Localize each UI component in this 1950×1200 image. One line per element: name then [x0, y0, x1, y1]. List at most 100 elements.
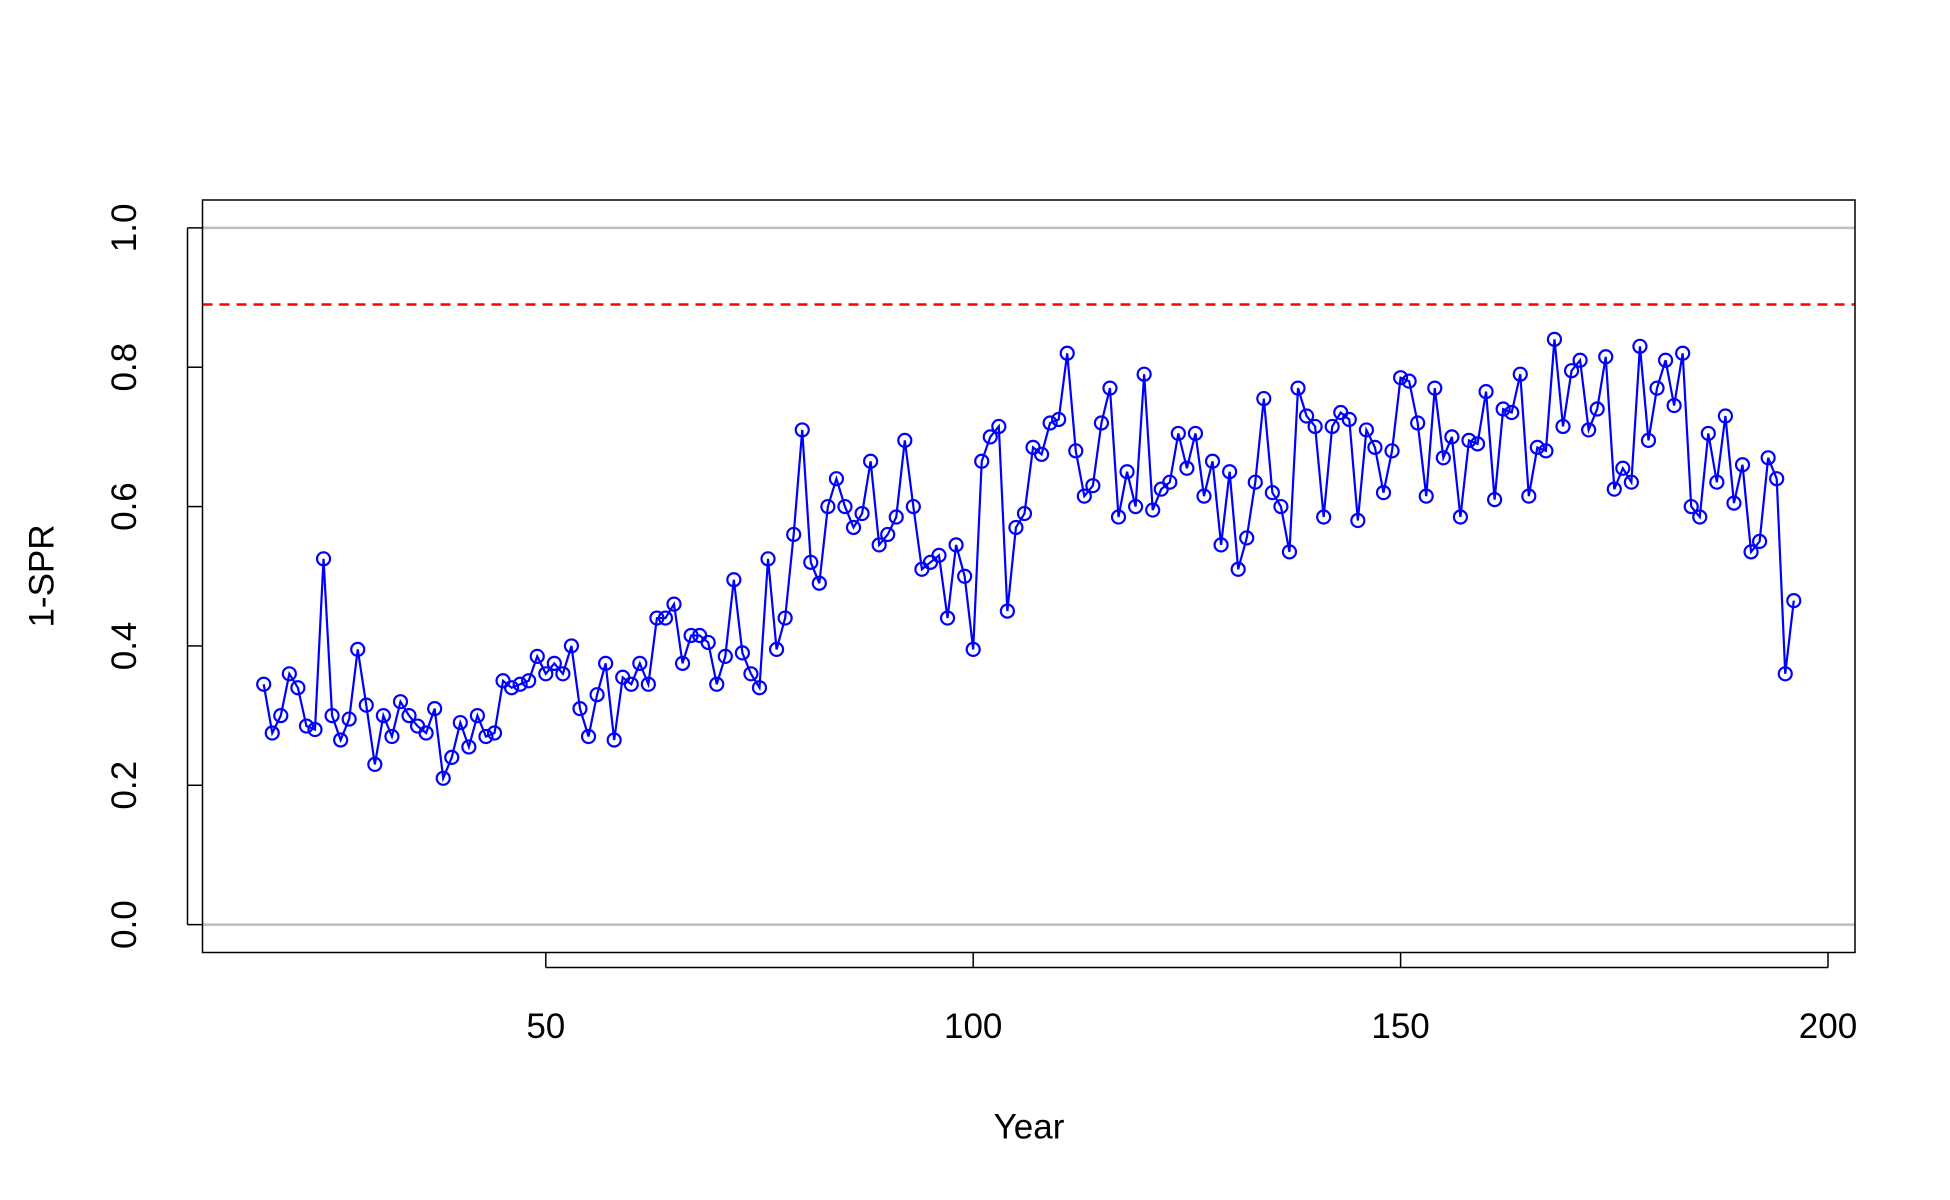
data-point: [854, 505, 870, 522]
data-point: [589, 687, 605, 703]
data-point: [1367, 439, 1383, 455]
data-point: [358, 697, 374, 713]
data-point: [1076, 488, 1092, 504]
data-point: [1110, 509, 1127, 525]
data-point: [1615, 460, 1631, 476]
data-point: [529, 648, 545, 664]
data-point: [341, 711, 357, 727]
data-point: [1350, 512, 1366, 529]
data-point: [503, 680, 520, 696]
data-point: [794, 422, 810, 438]
data-point: [1752, 533, 1768, 550]
data-point: [452, 714, 468, 731]
data-point: [1581, 422, 1597, 438]
data-point: [606, 732, 622, 748]
data-point: [1529, 439, 1545, 455]
data-point: [683, 627, 699, 644]
data-point: [307, 721, 323, 738]
x-axis-label: Year: [994, 1107, 1065, 1146]
y-tick-label: 0.2: [105, 761, 144, 810]
data-point: [1256, 390, 1272, 407]
data-point: [863, 453, 879, 469]
data-point: [281, 666, 297, 682]
data-point: [811, 575, 827, 591]
data-point: [444, 749, 460, 766]
data-point: [726, 572, 742, 588]
data-point: [1700, 425, 1716, 442]
data-point: [803, 554, 819, 570]
x-tick-label: 200: [1799, 1007, 1857, 1046]
data-point: [324, 708, 340, 724]
data-point: [1375, 485, 1392, 501]
data-point: [1461, 432, 1477, 448]
data-point: [1341, 411, 1357, 428]
data-point: [1760, 450, 1776, 466]
data-point: [598, 655, 614, 671]
data-point: [1102, 380, 1118, 396]
data-point: [1640, 432, 1657, 448]
data-point: [897, 432, 913, 448]
data-point: [1683, 498, 1699, 515]
y-tick-label: 0.4: [105, 622, 144, 671]
data-point: [1786, 593, 1802, 609]
data-point: [375, 708, 391, 724]
data-point: [1008, 519, 1024, 536]
data-point: [1384, 443, 1400, 459]
data-point: [546, 655, 562, 671]
data-point: [538, 666, 554, 682]
data-point: [1264, 485, 1280, 501]
data-point: [350, 641, 366, 658]
data-point: [709, 676, 725, 692]
data-point: [1427, 380, 1443, 396]
y-tick-label: 0.0: [105, 900, 144, 949]
data-point: [1119, 464, 1135, 480]
data-point: [1623, 474, 1639, 490]
data-point: [512, 676, 528, 692]
data-point: [1555, 418, 1571, 435]
data-point: [674, 655, 691, 671]
data-point: [1401, 373, 1417, 389]
data-point: [1230, 561, 1246, 577]
data-line: [262, 339, 1795, 783]
data-point: [1435, 450, 1451, 466]
data-point: [700, 634, 716, 651]
data-point: [572, 701, 588, 717]
data-point: [1247, 474, 1263, 490]
data-point: [1675, 345, 1691, 361]
data-point: [1162, 474, 1178, 490]
data-point: [1016, 505, 1033, 522]
data-point: [820, 498, 836, 515]
data-point: [1222, 464, 1238, 480]
data-point: [1196, 488, 1212, 504]
data-point: [1239, 530, 1255, 546]
data-point: [1495, 401, 1511, 417]
data-point: [743, 666, 759, 682]
x-tick-label: 100: [944, 1007, 1002, 1046]
data-point: [1572, 352, 1588, 368]
data-point: [871, 537, 887, 553]
data-point: [1709, 474, 1725, 490]
data-point: [999, 603, 1015, 619]
data-point: [666, 596, 682, 612]
data-point: [982, 429, 998, 445]
data-point: [1692, 509, 1708, 525]
data-point: [828, 471, 845, 487]
data-point: [1068, 443, 1084, 459]
data-point: [1273, 498, 1289, 515]
y-axis-label: 1-SPR: [22, 524, 61, 627]
data-point: [649, 610, 665, 626]
data-point: [1563, 363, 1580, 379]
data-point: [1538, 443, 1554, 459]
data-point: [734, 645, 750, 661]
data-point: [461, 739, 477, 755]
data-point: [1598, 349, 1614, 365]
plot-frame: [201, 199, 1856, 954]
data-point: [580, 728, 597, 745]
data-point: [1042, 415, 1058, 431]
data-point: [974, 453, 990, 469]
data-point: [1504, 404, 1520, 421]
data-point: [888, 509, 904, 525]
data-point: [1546, 331, 1563, 347]
data-point: [1521, 488, 1537, 504]
